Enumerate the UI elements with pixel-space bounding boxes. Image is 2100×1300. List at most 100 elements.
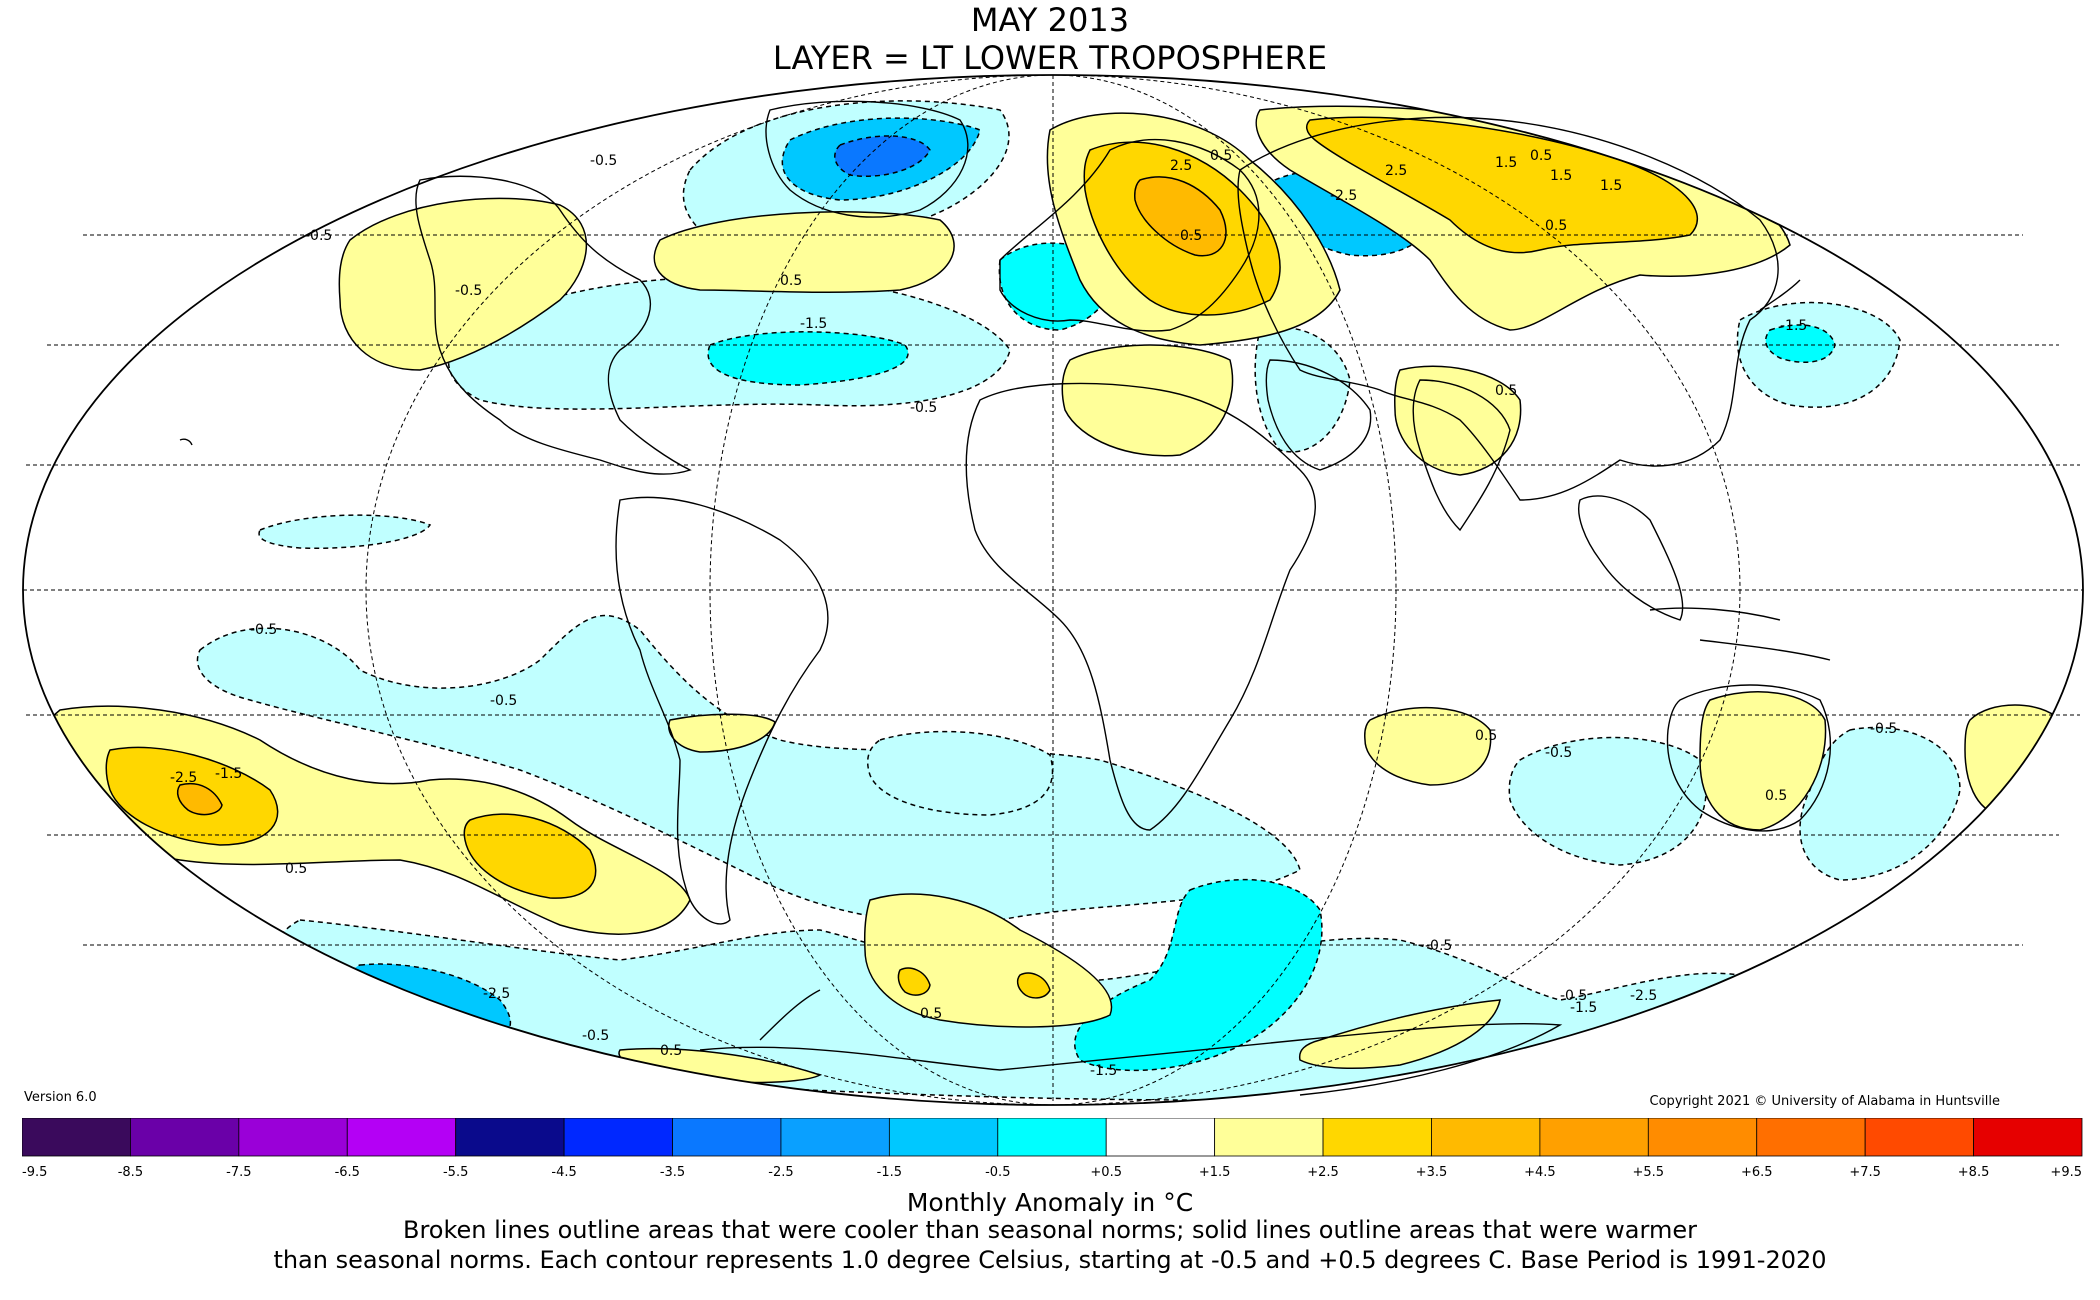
contour-label: 0.5 bbox=[920, 1006, 942, 1022]
color-scale-tick-label: -6.5 bbox=[335, 1165, 360, 1180]
color-scale-swatch bbox=[238, 1118, 348, 1157]
cool-region-southern-ocean-core bbox=[1074, 878, 1323, 1072]
color-scale-swatch bbox=[888, 1118, 999, 1157]
anomaly-map: -0.5 -0.5 -0.5 -1.5 -0.5 0.5 0.5 2.5 1.5… bbox=[22, 74, 2084, 1106]
contour-label: -2.5 bbox=[1630, 988, 1657, 1004]
cool-region-south-pacific-band bbox=[196, 614, 1301, 924]
contour-label: 0.5 bbox=[1545, 218, 1567, 234]
contour-label: -2.5 bbox=[170, 770, 197, 786]
cool-region-indian-ocean bbox=[1508, 736, 1707, 866]
color-scale-swatch bbox=[1431, 1118, 1541, 1157]
contour-label: 0.5 bbox=[1530, 148, 1552, 164]
contour-label: 2.5 bbox=[1385, 163, 1407, 179]
copyright-label: Copyright 2021 © University of Alabama i… bbox=[1649, 1094, 2000, 1109]
map-title-line1: MAY 2013 bbox=[970, 1, 1130, 39]
contour-label: 1.5 bbox=[1550, 168, 1572, 184]
warm-region-south-atlantic bbox=[864, 893, 1113, 1028]
antarctic-peninsula-outline bbox=[759, 989, 821, 1041]
contour-label: 0.5 bbox=[660, 1043, 682, 1059]
color-scale-swatch bbox=[1322, 1118, 1432, 1157]
color-scale-swatch bbox=[563, 1118, 673, 1157]
contour-label: -0.5 bbox=[590, 153, 617, 169]
color-scale-tick-label: +2.5 bbox=[1307, 1165, 1339, 1180]
contour-label: -1.5 bbox=[1570, 1000, 1597, 1016]
caption-line1: Broken lines outline areas that were coo… bbox=[403, 1216, 1697, 1244]
color-scale-tick-label: -4.5 bbox=[551, 1165, 576, 1180]
color-scale-swatch bbox=[672, 1118, 782, 1157]
color-scale-swatch bbox=[1864, 1118, 1974, 1157]
contour-label: -0.5 bbox=[250, 622, 277, 638]
warm-region-north-asia-core bbox=[1305, 116, 1699, 254]
contour-label: 0.5 bbox=[1475, 728, 1497, 744]
contour-label: -1.5 bbox=[215, 766, 242, 782]
cool-region-middle-east bbox=[1254, 326, 1351, 453]
warm-region-east-pacific-coast bbox=[1964, 704, 2062, 816]
contour-label: -1.5 bbox=[1780, 318, 1807, 334]
color-scale-swatch bbox=[1973, 1118, 2083, 1157]
color-scale-tick-label: -2.5 bbox=[768, 1165, 793, 1180]
color-scale-tick-label: +8.5 bbox=[1958, 1165, 1990, 1180]
contour-label: -1.5 bbox=[1090, 1063, 1117, 1079]
contour-label: -0.5 bbox=[1560, 988, 1587, 1004]
color-scale-swatch bbox=[1539, 1118, 1649, 1157]
contour-label: 0.5 bbox=[1210, 148, 1232, 164]
africa-outline bbox=[965, 382, 1316, 831]
contour-label: -0.5 bbox=[305, 228, 332, 244]
unit-label: Monthly Anomaly in °C bbox=[906, 1188, 1194, 1217]
hawaii-outline bbox=[179, 438, 193, 446]
cool-region-australia-east bbox=[1799, 726, 1961, 881]
color-scale-tick-label: -1.5 bbox=[877, 1165, 902, 1180]
contour-label: 1.5 bbox=[1600, 178, 1622, 194]
contour-label: 0.5 bbox=[1765, 788, 1787, 804]
contour-label: -0.5 bbox=[1425, 938, 1452, 954]
warm-region-central-atlantic bbox=[653, 211, 955, 293]
color-scale-tick-label: -5.5 bbox=[443, 1165, 468, 1180]
contour-label: -2.5 bbox=[483, 986, 510, 1002]
globe-outline bbox=[22, 74, 2084, 1106]
contour-label: 0.5 bbox=[285, 861, 307, 877]
color-scale-swatch bbox=[22, 1118, 131, 1157]
australia-outline bbox=[1666, 684, 1832, 832]
contour-labels: -0.5 -0.5 -0.5 -1.5 -0.5 0.5 0.5 2.5 1.5… bbox=[170, 148, 1897, 1079]
cool-region-south-atlantic bbox=[867, 730, 1054, 816]
arabia-outline bbox=[1265, 359, 1372, 471]
indonesia-outline bbox=[1649, 607, 1831, 661]
color-scale-swatch bbox=[997, 1118, 1107, 1157]
color-scale-tick-label: -3.5 bbox=[660, 1165, 685, 1180]
greenland-outline bbox=[765, 100, 969, 218]
warm-region-south-america bbox=[668, 713, 776, 753]
warm-region-north-america bbox=[338, 197, 587, 371]
asia-outline bbox=[1237, 116, 1779, 501]
color-scale-tick-label: +4.5 bbox=[1524, 1165, 1556, 1180]
contour-label: -1.5 bbox=[800, 316, 827, 332]
color-scale-tick-label: +0.5 bbox=[1090, 1165, 1122, 1180]
southeast-asia-outline bbox=[1578, 495, 1684, 621]
color-scale-swatch bbox=[1105, 1118, 1216, 1157]
caption-line2: than seasonal norms. Each contour repres… bbox=[273, 1246, 1827, 1274]
contour-label: 0.5 bbox=[780, 273, 802, 289]
color-scale-tick-label: -0.5 bbox=[985, 1165, 1010, 1180]
north-america-outline bbox=[415, 175, 692, 475]
map-title-line2: LAYER = LT LOWER TROPOSPHERE bbox=[772, 39, 1328, 77]
color-scale-swatch bbox=[130, 1118, 240, 1157]
contour-label: 1.5 bbox=[1495, 155, 1517, 171]
south-america-outline bbox=[615, 496, 829, 925]
contour-label: 2.5 bbox=[1170, 158, 1192, 174]
color-scale-tick-label: +5.5 bbox=[1633, 1165, 1665, 1180]
color-scale-swatch bbox=[455, 1118, 565, 1157]
warm-region-indian-ocean bbox=[1364, 706, 1492, 786]
color-scale-swatch bbox=[1214, 1118, 1324, 1157]
india-outline bbox=[1412, 379, 1511, 532]
color-scale: -9.5 -8.5 -7.5 -6.5 -5.5 -4.5 -3.5 -2.5 -1.5 -0.5… bbox=[22, 1118, 2083, 1180]
color-scale-swatch bbox=[1647, 1118, 1758, 1157]
contour-label: -0.5 bbox=[1870, 721, 1897, 737]
cool-region-atlantic-core bbox=[707, 331, 909, 386]
color-scale-swatch bbox=[346, 1118, 457, 1157]
warm-region-south-atlantic-core-b bbox=[1016, 972, 1051, 999]
japan-outline bbox=[1759, 279, 1801, 311]
anomaly-regions bbox=[37, 100, 2062, 1101]
contour-label: -0.5 bbox=[1545, 745, 1572, 761]
cool-region-tropical-pacific bbox=[258, 514, 432, 550]
color-scale-tick-label: -8.5 bbox=[118, 1165, 143, 1180]
color-scale-tick-label: +9.5 bbox=[2050, 1165, 2082, 1180]
